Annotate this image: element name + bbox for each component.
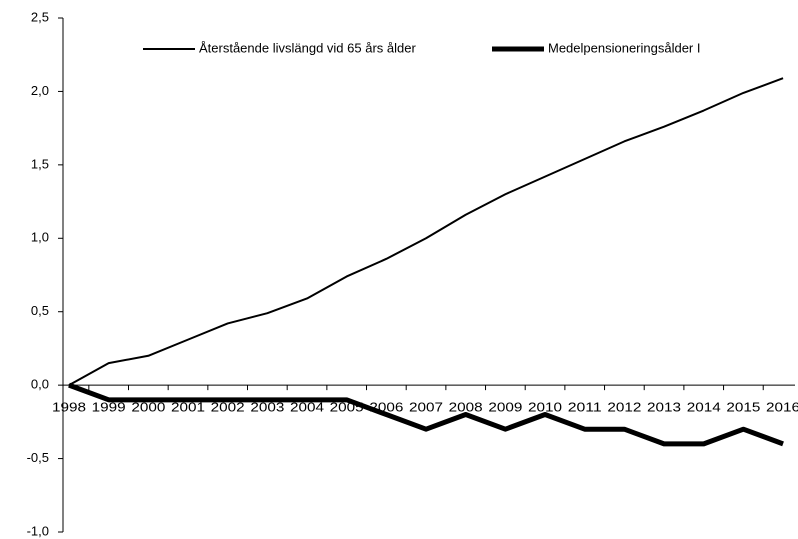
x-tick-label: 2011 [568, 400, 602, 415]
series-line [68, 77, 784, 387]
x-tick-label: 2004 [290, 400, 324, 415]
x-tick-label: 2001 [171, 400, 205, 415]
series-line [68, 382, 784, 447]
y-tick-label: 0,0 [31, 377, 49, 392]
x-tick-label: 2015 [726, 400, 760, 415]
y-tick-label: 1,0 [31, 230, 49, 245]
x-tick-label: 1999 [92, 400, 126, 415]
x-tick-label: 1998 [52, 400, 86, 415]
x-tick-label: 2010 [528, 400, 562, 415]
y-tick-label: 0,5 [31, 303, 49, 318]
x-tick-label: 2013 [647, 400, 681, 415]
legend-label: Återstående livslängd vid 65 års ålder [199, 40, 416, 55]
x-tick-label: 2007 [409, 400, 443, 415]
x-tick-label: 2002 [211, 400, 245, 415]
y-tick-label: 1,5 [31, 156, 49, 171]
x-tick-label: 2012 [607, 400, 641, 415]
y-tick-label: -0,5 [27, 450, 49, 465]
x-tick-label: 2014 [687, 400, 721, 415]
x-tick-label: 2009 [488, 400, 522, 415]
legend-label: Medelpensioneringsålder I [548, 40, 700, 55]
x-tick-label: 2016 [766, 400, 798, 415]
x-tick-label: 2003 [250, 400, 284, 415]
y-tick-label: 2,0 [31, 83, 49, 98]
y-tick-label: -1,0 [27, 523, 49, 538]
x-tick-label: 2000 [131, 400, 165, 415]
y-tick-label: 2,5 [31, 9, 49, 24]
x-tick-label: 2008 [449, 400, 483, 415]
